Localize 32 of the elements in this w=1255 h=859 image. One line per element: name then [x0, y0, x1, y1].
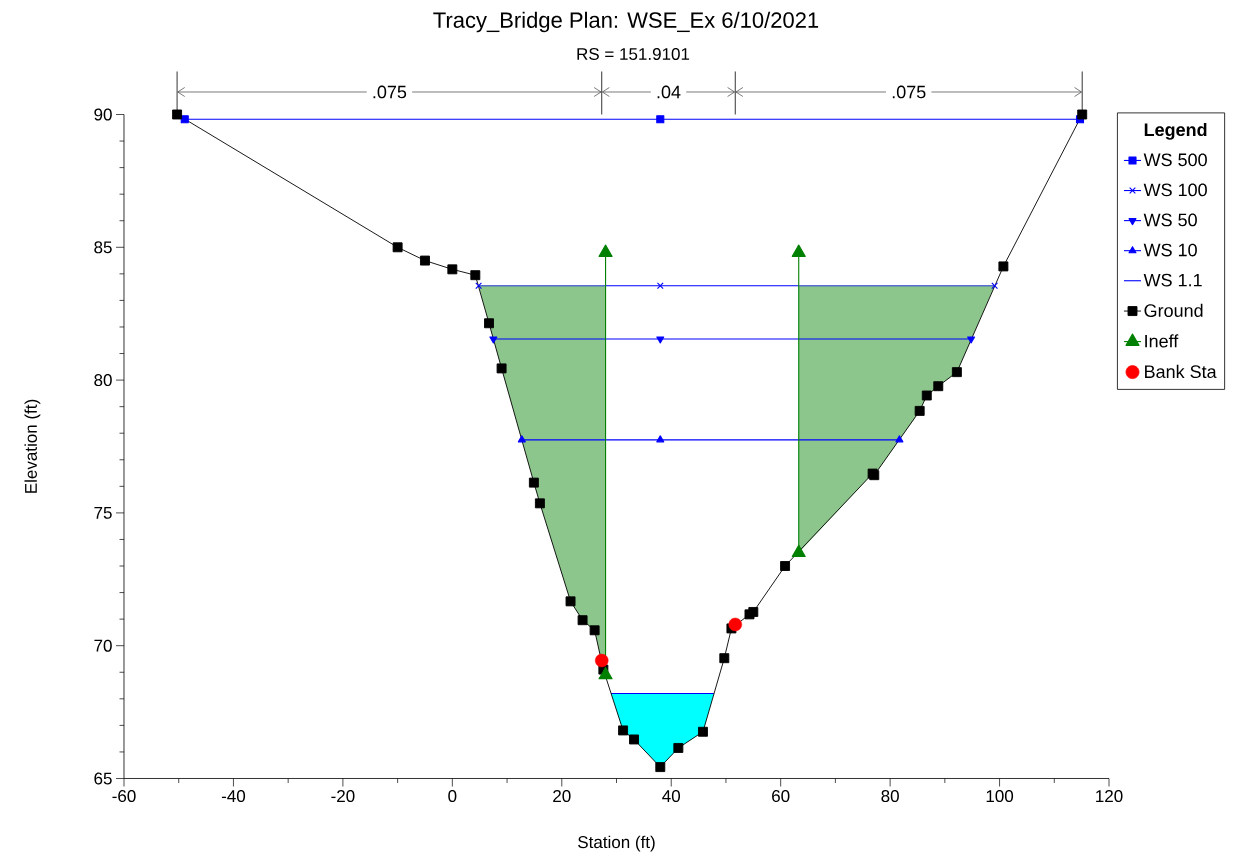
- text: .075: [373, 85, 407, 99]
- legend-label: Ground: [1144, 303, 1203, 317]
- x-axis-title: Station (ft): [578, 835, 655, 852]
- legend-label: Ineff: [1145, 334, 1179, 348]
- x-tick-label: -40: [221, 790, 246, 803]
- legend-label: WS 1.1: [1143, 273, 1202, 287]
- y-axis-title: Elevation (ft): [24, 399, 41, 493]
- legend-label: Bank Sta: [1145, 364, 1217, 379]
- y-tick-label: 85: [94, 241, 112, 254]
- legend-label: WS 100: [1143, 183, 1207, 197]
- legend-label: WS 10: [1143, 243, 1197, 257]
- y-tick-label: 90: [94, 108, 112, 121]
- y-tick-label: 75: [94, 506, 112, 519]
- x-tick-label: 40: [662, 790, 681, 803]
- x-tick-label: -20: [331, 790, 355, 803]
- x-tick-label: 120: [1096, 790, 1123, 803]
- x-tick-label: 0: [448, 790, 457, 803]
- y-tick-label: 65: [94, 772, 112, 785]
- text: .075: [892, 85, 926, 99]
- chart-subtitle: RS = 151.9101: [577, 47, 690, 61]
- text: .04: [657, 85, 681, 99]
- legend-label: WS 50: [1143, 213, 1197, 227]
- x-tick-label: 20: [553, 790, 571, 803]
- x-tick-label: -60: [112, 790, 136, 803]
- x-tick-label: 100: [986, 790, 1014, 803]
- x-tick-label: 60: [772, 790, 790, 803]
- y-tick-label: 80: [94, 374, 112, 387]
- legend-label: WS 500: [1143, 153, 1207, 167]
- x-tick-label: 80: [881, 790, 899, 803]
- y-tick-label: 70: [94, 639, 112, 652]
- chart-title: Tracy_Bridge Plan: WSE_Ex 6/10/2021: [433, 11, 819, 33]
- legend-title: Legend: [1144, 122, 1207, 140]
